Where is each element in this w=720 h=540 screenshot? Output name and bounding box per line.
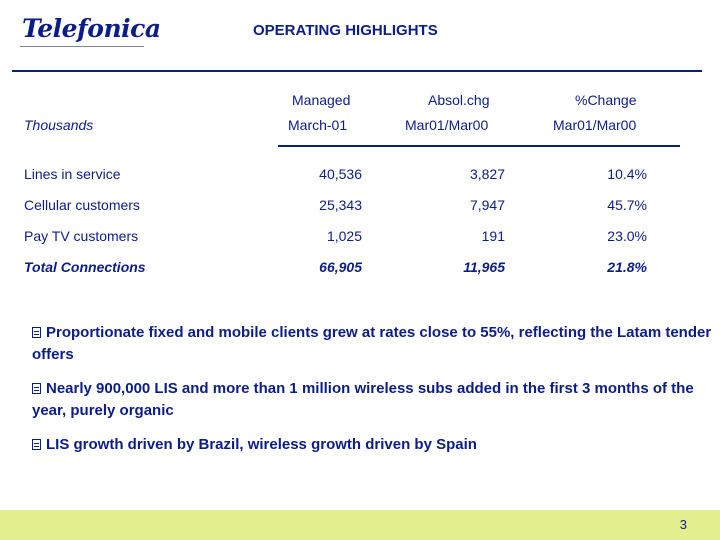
col-header-pct-line2: Mar01/Mar00: [553, 117, 637, 133]
col-header-managed-line2: March-01: [288, 117, 348, 133]
logo: Telefonica: [22, 14, 161, 43]
row-label: Pay TV customers: [24, 228, 139, 244]
cell-abschg: 3,827: [469, 166, 505, 182]
bullet-icon: [32, 383, 41, 394]
cell-abschg: 11,965: [463, 259, 505, 275]
cell-pct: 10.4%: [607, 166, 647, 182]
col-header-pct-line1: %Change: [575, 92, 637, 108]
cell-pct: 23.0%: [607, 228, 647, 244]
bullet-item: Nearly 900,000 LIS and more than 1 milli…: [32, 378, 712, 422]
top-divider: [12, 70, 702, 72]
row-label: Total Connections: [24, 259, 146, 275]
bullet-text: Nearly 900,000 LIS and more than 1 milli…: [32, 380, 694, 419]
footer-band: 3: [0, 510, 720, 540]
cell-managed: 25,343: [319, 197, 362, 213]
cell-managed: 1,025: [326, 228, 362, 244]
bullet-item: Proportionate fixed and mobile clients g…: [32, 322, 712, 366]
col-header-abschg-line2: Mar01/Mar00: [405, 117, 489, 133]
cell-managed: 66,905: [319, 259, 362, 275]
cell-pct: 21.8%: [607, 259, 647, 275]
bullet-item: LIS growth driven by Brazil, wireless gr…: [32, 434, 712, 456]
thousands-label: Thousands: [24, 117, 94, 133]
bullet-text: LIS growth driven by Brazil, wireless gr…: [46, 436, 477, 453]
bullet-text: Proportionate fixed and mobile clients g…: [32, 324, 712, 363]
header-divider: [278, 145, 680, 147]
row-label: Cellular customers: [24, 197, 140, 213]
page-title: OPERATING HIGHLIGHTS: [253, 22, 438, 39]
cell-pct: 45.7%: [607, 197, 647, 213]
logo-underline: [20, 46, 144, 47]
row-label: Lines in service: [24, 166, 121, 182]
cell-abschg: 191: [481, 228, 505, 244]
page-number: 3: [679, 517, 687, 532]
cell-managed: 40,536: [319, 166, 362, 182]
col-header-abschg-line1: Absol.chg: [428, 92, 490, 108]
bullet-icon: [32, 327, 41, 338]
bullet-icon: [32, 439, 41, 450]
bullet-list: Proportionate fixed and mobile clients g…: [32, 322, 712, 468]
cell-abschg: 7,947: [469, 197, 505, 213]
col-header-managed-line1: Managed: [292, 92, 351, 108]
